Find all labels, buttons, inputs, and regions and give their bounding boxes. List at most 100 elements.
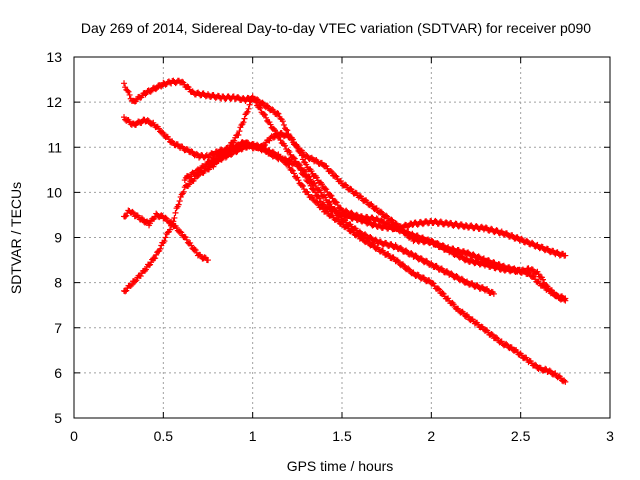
data-point: [309, 195, 316, 202]
data-point: [175, 201, 182, 208]
data-point: [298, 181, 305, 188]
data-point: [498, 338, 505, 345]
data-point: [493, 334, 500, 341]
data-point: [313, 174, 320, 181]
data-point: [286, 149, 293, 156]
data-point: [133, 277, 140, 284]
chart-title: Day 269 of 2014, Sidereal Day-to-day VTE…: [81, 20, 591, 36]
data-point: [369, 241, 376, 248]
data-point: [518, 235, 525, 242]
data-point: [332, 207, 339, 214]
data-point: [327, 191, 334, 198]
data-point: [308, 168, 315, 175]
data-point: [126, 91, 133, 98]
data-point: [161, 238, 168, 245]
y-tick-label: 7: [54, 320, 62, 336]
series-arc-3: [121, 95, 497, 297]
data-point: [253, 99, 260, 106]
data-point: [266, 137, 273, 144]
data-point: [189, 88, 196, 95]
data-point: [201, 163, 208, 170]
data-point: [337, 214, 344, 221]
data-point: [328, 169, 335, 176]
data-point: [186, 181, 193, 188]
data-point: [450, 301, 457, 308]
data-point: [319, 181, 326, 188]
data-point: [327, 200, 334, 207]
data-point: [257, 105, 264, 112]
data-point: [562, 378, 569, 385]
y-tick-label: 13: [46, 49, 62, 65]
data-point: [503, 340, 510, 347]
x-tick-label: 0: [70, 428, 78, 444]
data-point: [235, 131, 242, 138]
y-tick-label: 5: [54, 410, 62, 426]
x-tick-label: 2.5: [511, 428, 531, 444]
data-point: [298, 152, 305, 159]
x-tick-label: 1: [249, 428, 257, 444]
data-point: [194, 172, 201, 179]
data-point: [333, 173, 340, 180]
data-point: [343, 207, 350, 214]
data-point: [240, 119, 247, 126]
data-point: [272, 127, 278, 134]
data-point: [511, 265, 518, 272]
data-point: [178, 229, 185, 236]
data-point: [289, 167, 296, 174]
data-point: [147, 88, 154, 95]
data-point: [196, 167, 203, 174]
data-point: [129, 208, 136, 215]
data-point: [141, 267, 148, 274]
x-axis-label: GPS time / hours: [287, 458, 394, 474]
data-point: [123, 287, 130, 294]
data-point: [314, 199, 321, 206]
data-point: [429, 238, 436, 245]
y-tick-label: 10: [46, 184, 62, 200]
data-point: [295, 161, 302, 168]
data-point: [334, 202, 341, 209]
data-point: [246, 101, 253, 108]
data-point: [274, 110, 281, 117]
data-point: [312, 182, 319, 189]
data-point: [308, 193, 315, 200]
data-point: [405, 265, 412, 272]
data-point: [546, 367, 553, 374]
data-point: [121, 80, 128, 87]
data-point: [284, 131, 291, 138]
data-point: [267, 121, 274, 128]
data-point: [342, 181, 349, 188]
data-point: [270, 134, 277, 141]
data-point: [453, 273, 460, 280]
data-point: [158, 83, 165, 90]
data-point: [176, 197, 183, 204]
data-point: [403, 247, 410, 254]
data-point: [243, 110, 250, 117]
data-point: [269, 106, 276, 113]
data-point: [280, 157, 287, 164]
data-point: [490, 290, 497, 297]
data-point: [261, 141, 268, 148]
data-point: [125, 88, 132, 95]
data-point: [277, 137, 284, 144]
x-tick-label: 1.5: [332, 428, 352, 444]
data-point: [290, 170, 297, 177]
data-point: [332, 172, 339, 179]
data-point: [288, 136, 295, 143]
data-point: [458, 275, 465, 282]
data-point: [168, 218, 175, 225]
data-point: [167, 226, 174, 233]
data-point: [435, 285, 442, 292]
data-point: [323, 186, 330, 193]
data-point: [532, 361, 539, 368]
data-point: [542, 365, 549, 372]
data-point: [122, 213, 129, 220]
series-layer: [121, 77, 569, 385]
data-point: [270, 125, 277, 132]
data-point: [188, 242, 195, 249]
data-point: [540, 276, 546, 283]
data-point: [173, 224, 180, 231]
data-point: [470, 251, 477, 258]
data-point: [358, 234, 365, 241]
data-point: [436, 286, 443, 293]
data-point: [238, 146, 245, 153]
